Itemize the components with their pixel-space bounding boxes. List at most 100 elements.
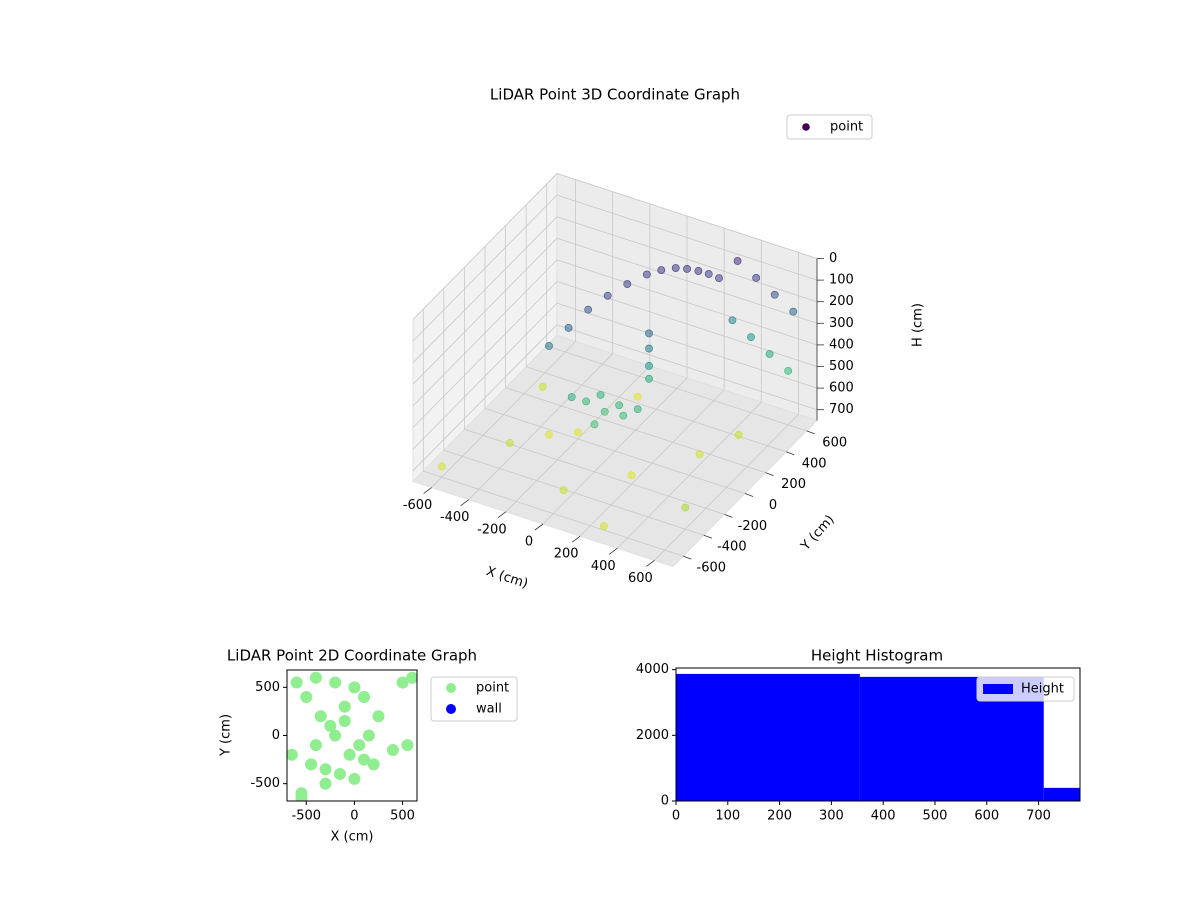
point — [564, 323, 573, 332]
x-tick-label: 200 — [767, 809, 792, 824]
point — [329, 676, 342, 689]
point — [770, 290, 779, 299]
y-tick-label: 2000 — [636, 728, 669, 743]
tick-mark — [609, 547, 618, 555]
point — [603, 291, 612, 300]
chart-title: LiDAR Point 2D Coordinate Graph — [227, 647, 477, 665]
tick-mark — [571, 535, 581, 543]
tick-mark — [724, 513, 733, 518]
point — [333, 768, 346, 781]
point — [642, 270, 651, 279]
grid-line — [412, 324, 558, 471]
point — [362, 729, 375, 742]
z-tick-label: 600 — [829, 381, 854, 396]
x-tick-label: -200 — [477, 522, 507, 537]
point — [305, 758, 318, 771]
point — [367, 758, 380, 771]
y-tick-label: 0 — [661, 794, 669, 809]
point — [309, 739, 322, 752]
y-tick-label: -600 — [697, 561, 727, 576]
point — [752, 273, 761, 282]
point — [789, 307, 798, 316]
grid-line — [556, 281, 818, 367]
point — [619, 411, 628, 420]
point — [657, 266, 666, 275]
tick-mark — [806, 430, 815, 435]
point — [538, 382, 547, 391]
point — [300, 690, 313, 703]
grid-line — [526, 366, 787, 453]
chart-title: Height Histogram — [811, 647, 943, 665]
legend-label: point — [476, 681, 509, 696]
legend-marker — [983, 684, 1013, 694]
x-tick-label: -400 — [440, 510, 470, 525]
point — [290, 676, 303, 689]
point — [343, 748, 356, 761]
point — [596, 390, 605, 399]
y-tick-label: 0 — [769, 498, 777, 513]
point — [314, 710, 327, 723]
point — [559, 486, 568, 495]
x-tick-label: 600 — [974, 809, 999, 824]
x-axis-label: X (cm) — [331, 830, 374, 845]
y-tick-label: 400 — [802, 456, 827, 471]
grid-line — [412, 302, 558, 450]
z-axis-label: H (cm) — [911, 303, 926, 347]
point — [338, 715, 351, 728]
point — [645, 374, 653, 383]
z-tick-label: 300 — [829, 316, 854, 331]
point — [645, 361, 653, 370]
z-tick-label: 200 — [829, 294, 854, 309]
grid-line — [556, 173, 818, 259]
point — [784, 366, 793, 375]
point — [715, 274, 723, 283]
point — [747, 333, 755, 342]
x-tick-label: 0 — [350, 809, 358, 824]
legend-box — [976, 676, 1075, 702]
point — [358, 690, 371, 703]
y-tick-label: -200 — [738, 519, 768, 534]
grid-line — [505, 387, 766, 474]
point — [633, 405, 642, 414]
point — [353, 739, 366, 752]
legend-label: point — [830, 120, 863, 135]
chart-title: LiDAR Point 3D Coordinate Graph — [490, 86, 740, 104]
point — [545, 342, 553, 350]
y-axis-label: Y (cm) — [219, 714, 234, 757]
grid-line — [484, 408, 746, 494]
y-tick-label: 600 — [822, 435, 847, 450]
grid-line — [556, 237, 818, 324]
point — [681, 503, 690, 512]
grid-line — [412, 238, 558, 385]
y-axis-label: Y (cm) — [798, 512, 838, 554]
y-tick-label: -500 — [250, 776, 280, 791]
x-tick-label: -500 — [292, 809, 322, 824]
x-tick-label: 700 — [1026, 809, 1051, 824]
z-tick-label: 100 — [829, 273, 854, 288]
point — [633, 392, 642, 401]
point — [545, 430, 553, 439]
point — [599, 522, 608, 531]
plot-area — [287, 671, 417, 801]
point — [728, 316, 737, 325]
tick-mark — [786, 451, 795, 456]
legend-marker — [802, 123, 810, 131]
point — [372, 710, 385, 723]
point — [671, 264, 680, 272]
point — [645, 329, 653, 338]
point — [505, 438, 514, 447]
point — [584, 305, 593, 314]
grid-line — [412, 216, 558, 363]
bar — [676, 673, 860, 801]
grid-line — [412, 173, 558, 320]
grid-line — [556, 324, 818, 411]
y-tick-label: 500 — [255, 680, 280, 695]
y-tick-label: 200 — [781, 477, 806, 492]
grid-line — [556, 194, 818, 281]
point — [733, 257, 742, 265]
point — [704, 270, 713, 278]
legend-label: Height — [1021, 682, 1064, 697]
point — [287, 748, 298, 761]
tick-mark — [646, 560, 655, 567]
